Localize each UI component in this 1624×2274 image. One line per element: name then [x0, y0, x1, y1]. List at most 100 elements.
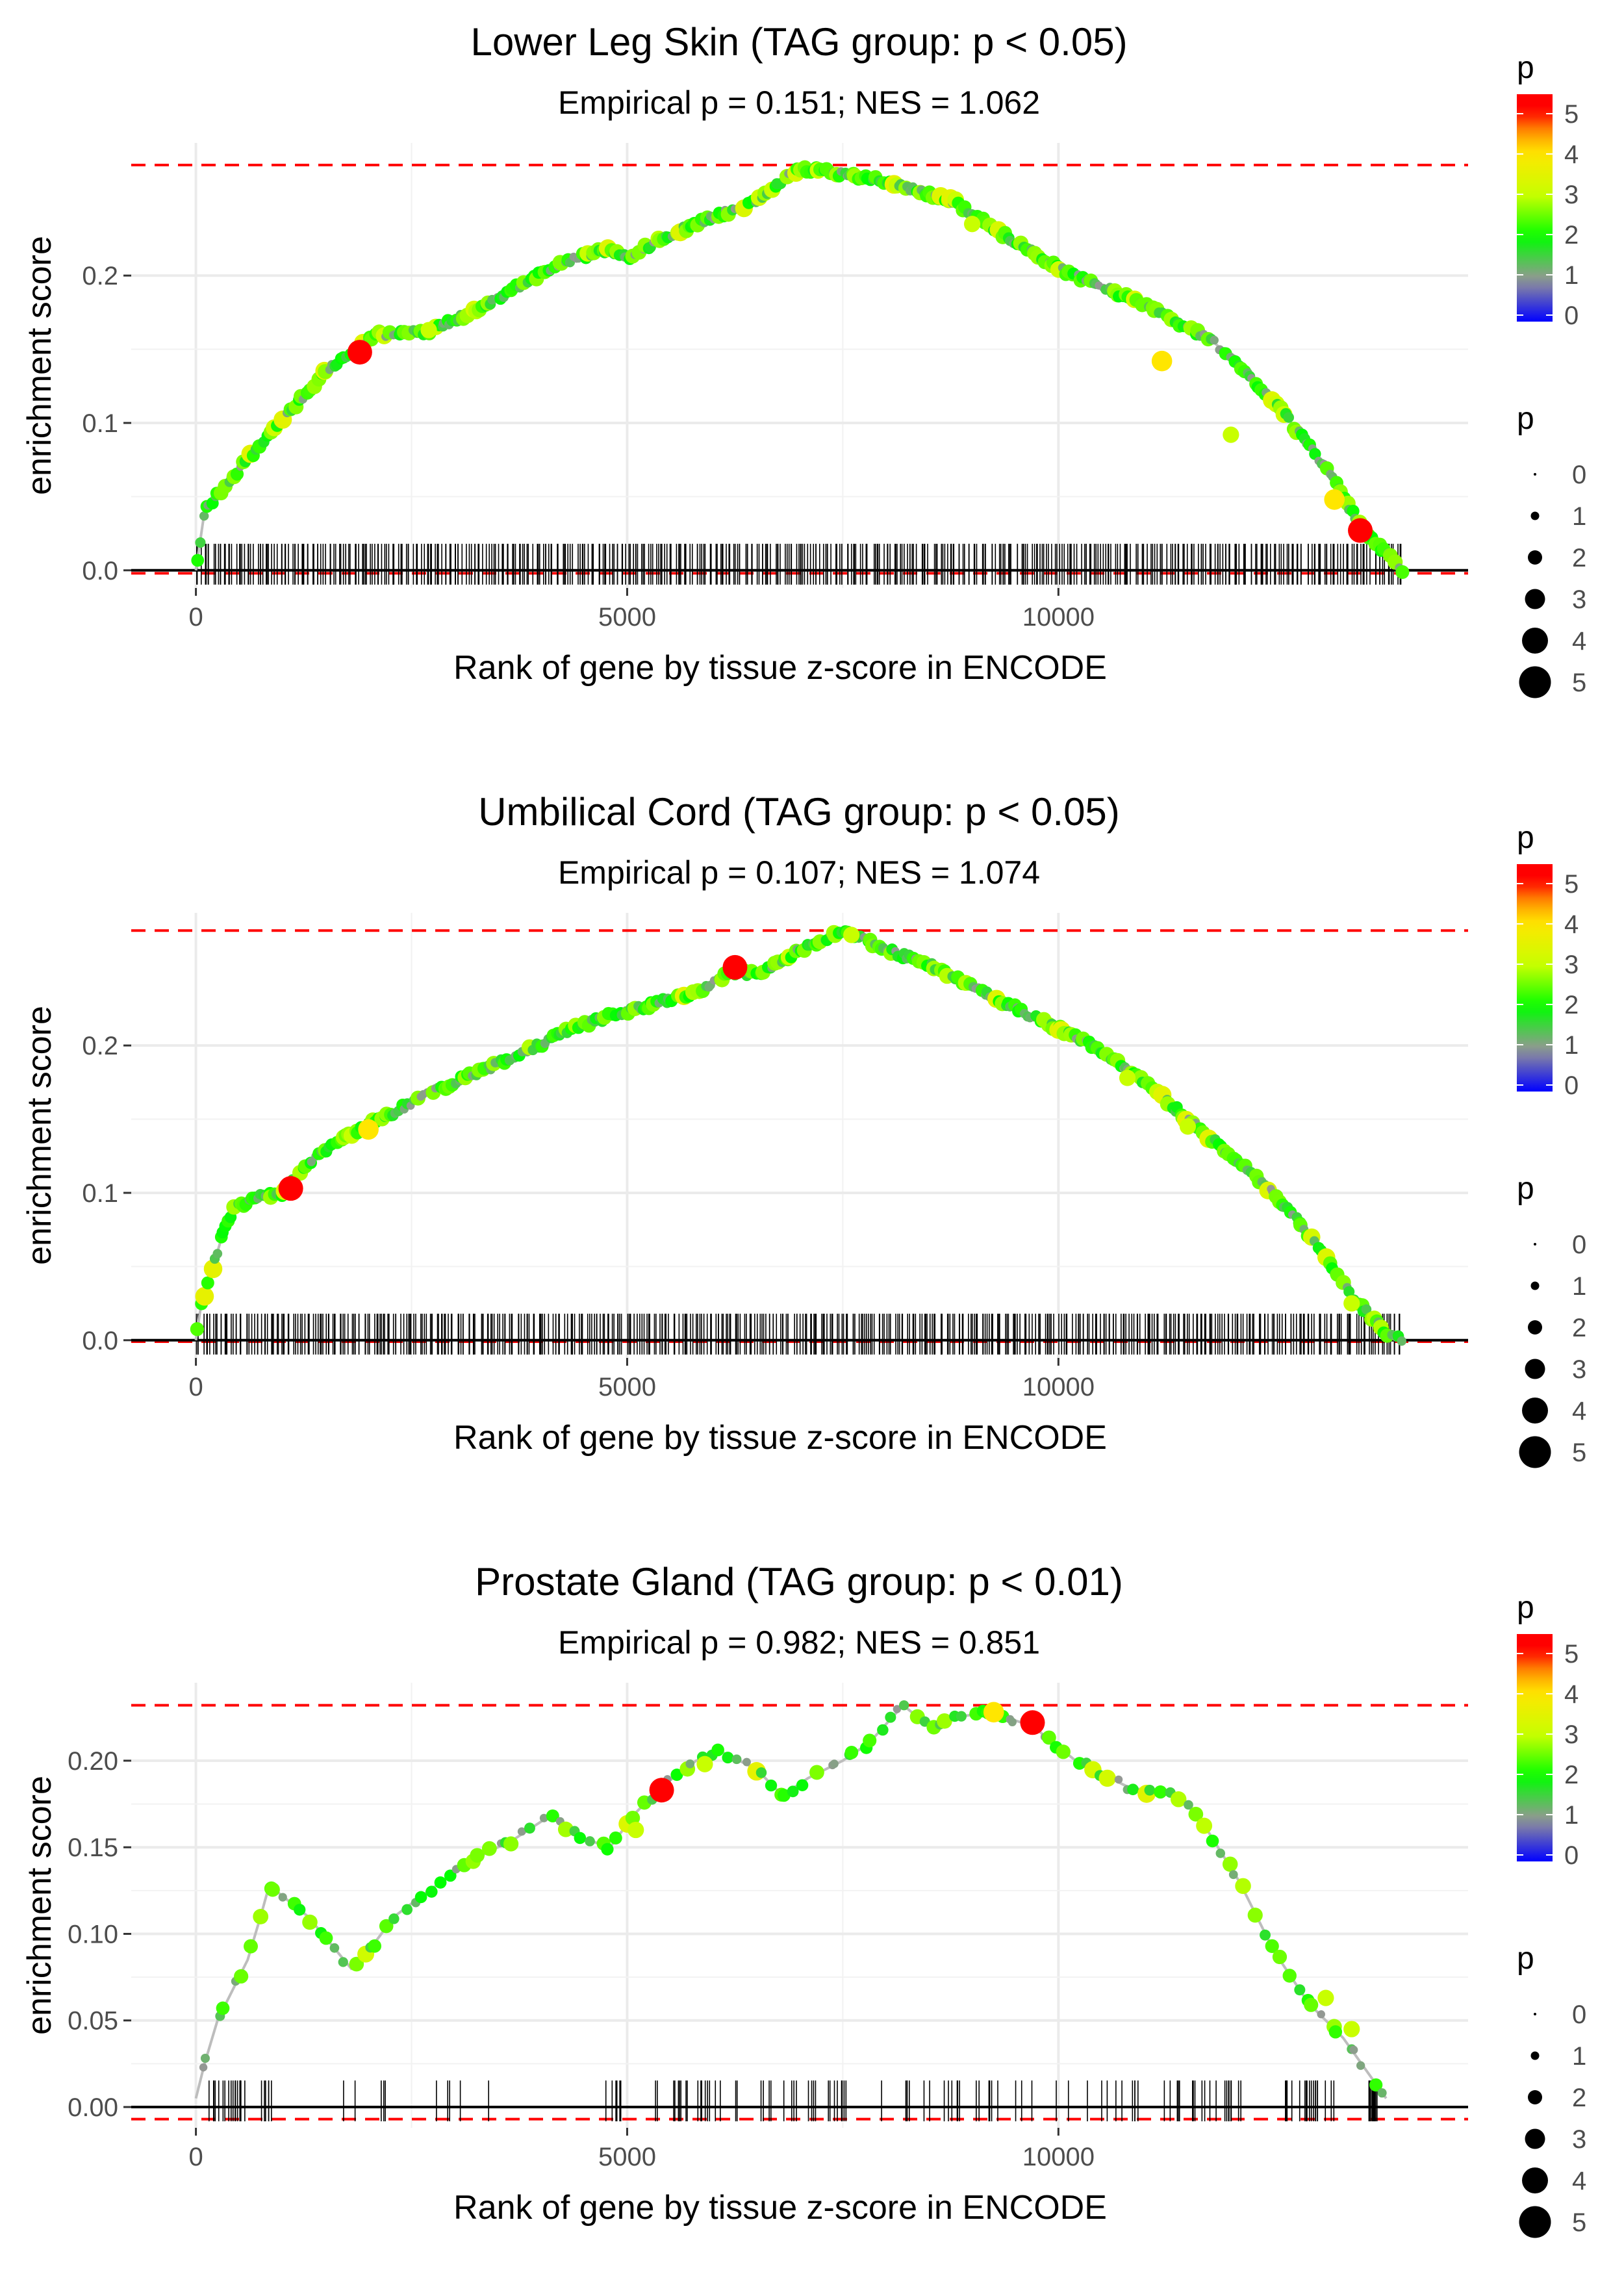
- size-legend-label: 2: [1572, 2084, 1586, 2112]
- size-legend-dot: [1522, 2167, 1548, 2193]
- gene-rug: [196, 1313, 1401, 1355]
- gene-point: [936, 1713, 952, 1729]
- size-legend-dot: [1525, 589, 1545, 609]
- gene-point: [1282, 1969, 1297, 1983]
- gene-point-significant: [1324, 489, 1345, 510]
- gene-point-significant: [1179, 1118, 1197, 1135]
- chart-subtitle: Empirical p = 0.107; NES = 1.074: [558, 854, 1040, 891]
- gene-point: [201, 1276, 214, 1290]
- x-tick-label: 0: [188, 1373, 203, 1401]
- gene-point: [434, 1876, 447, 1889]
- gene-point: [722, 1752, 734, 1764]
- gene-point-significant: [358, 1119, 379, 1140]
- gene-point: [199, 511, 209, 521]
- gene-points: [190, 925, 1407, 1346]
- gene-point: [609, 1831, 622, 1845]
- gene-point: [539, 1813, 548, 1822]
- size-legend-label: 4: [1572, 1397, 1586, 1425]
- gene-point: [1272, 1949, 1288, 1965]
- size-legend-label: 1: [1572, 2042, 1586, 2071]
- y-tick-label: 0.20: [68, 1747, 118, 1776]
- gene-point-significant: [983, 1702, 1004, 1723]
- chart-title: Umbilical Cord (TAG group: p < 0.05): [478, 790, 1120, 834]
- gene-point: [1206, 1834, 1219, 1848]
- gene-point: [863, 1733, 877, 1748]
- x-tick-label: 5000: [598, 603, 656, 632]
- gene-point: [1235, 1878, 1251, 1895]
- gene-point: [401, 1904, 413, 1915]
- gene-point-significant: [696, 1756, 713, 1772]
- y-tick-label: 0.0: [82, 557, 118, 585]
- gene-point-significant: [347, 340, 372, 365]
- gene-point: [302, 1914, 318, 1930]
- gene-point-significant: [1317, 1989, 1334, 2006]
- size-legend-label: 5: [1572, 2208, 1586, 2237]
- gene-point: [1222, 1856, 1238, 1872]
- y-tick-label: 0.1: [82, 409, 118, 438]
- gene-point-significant: [963, 216, 981, 233]
- gene-point: [601, 1843, 614, 1856]
- gene-point: [1098, 1769, 1116, 1787]
- gene-point: [765, 1779, 778, 1792]
- color-legend-title: p: [1517, 1591, 1534, 1625]
- chart-subtitle: Empirical p = 0.151; NES = 1.062: [558, 84, 1040, 121]
- panel-2: Umbilical Cord (TAG group: p < 0.05) Empi…: [21, 790, 1586, 1468]
- gene-point: [670, 1769, 683, 1782]
- color-legend-title: p: [1517, 51, 1534, 85]
- gene-point-significant: [1151, 350, 1173, 372]
- gene-point: [1377, 2088, 1387, 2098]
- gene-point-significant: [722, 954, 748, 980]
- size-legend-dot: [1534, 2013, 1536, 2015]
- gene-point: [585, 1836, 595, 1846]
- gene-point: [338, 1957, 348, 1967]
- x-tick-label: 10000: [1022, 1373, 1095, 1401]
- y-tick-label: 0.0: [82, 1327, 118, 1355]
- enrichment-curve: [194, 166, 1404, 572]
- gene-points: [199, 1700, 1387, 2098]
- gene-point: [470, 1848, 485, 1863]
- x-tick-label: 0: [188, 2143, 203, 2171]
- colorbar-label: 0: [1564, 1841, 1579, 1870]
- gene-point-significant: [843, 926, 860, 943]
- gene-point: [731, 1754, 742, 1765]
- y-tick-label: 0.15: [68, 1833, 118, 1862]
- gene-point: [265, 1882, 280, 1897]
- size-legend-label: 0: [1572, 1231, 1586, 1259]
- colorbar-label: 0: [1564, 1071, 1579, 1100]
- x-tick-label: 0: [188, 603, 203, 632]
- x-tick-label: 5000: [598, 2143, 656, 2171]
- gene-point: [1114, 1775, 1123, 1784]
- grid: [131, 1683, 1468, 2128]
- gene-point: [685, 1759, 695, 1769]
- gene-point-significant: [649, 1778, 674, 1803]
- gene-point: [1041, 1730, 1056, 1745]
- colorbar-label: 1: [1564, 1031, 1579, 1060]
- gene-point: [524, 1822, 535, 1834]
- gene-point: [481, 1841, 497, 1856]
- gene-point: [190, 1322, 205, 1336]
- y-tick-label: 0.00: [68, 2093, 118, 2122]
- size-legend-dot: [1519, 666, 1551, 698]
- gene-point: [388, 1913, 400, 1924]
- gene-point-significant: [628, 1821, 644, 1839]
- gene-point: [1349, 2045, 1358, 2054]
- gene-point-significant: [420, 322, 437, 339]
- size-legend-dot: [1522, 628, 1548, 654]
- size-legend-label: 1: [1572, 502, 1586, 531]
- gene-point: [195, 1286, 214, 1306]
- grid: [131, 913, 1468, 1358]
- size-legend-dot: [1528, 550, 1542, 565]
- gene-point: [1361, 1304, 1372, 1315]
- x-tick-label: 5000: [598, 1373, 656, 1401]
- size-legend-dot: [1534, 473, 1536, 476]
- gene-point-significant: [1020, 1710, 1045, 1735]
- gene-point: [546, 1809, 559, 1822]
- gene-point: [253, 1909, 269, 1924]
- colorbar: [1517, 864, 1553, 1092]
- size-legend-label: 0: [1572, 2000, 1586, 2029]
- color-legend-title: p: [1517, 821, 1534, 855]
- legend: p 0 1 2 3 4 5 p 0 1 2 3 4 5: [1517, 1591, 1586, 2238]
- gene-point: [329, 1943, 340, 1953]
- gene-point: [787, 1785, 799, 1798]
